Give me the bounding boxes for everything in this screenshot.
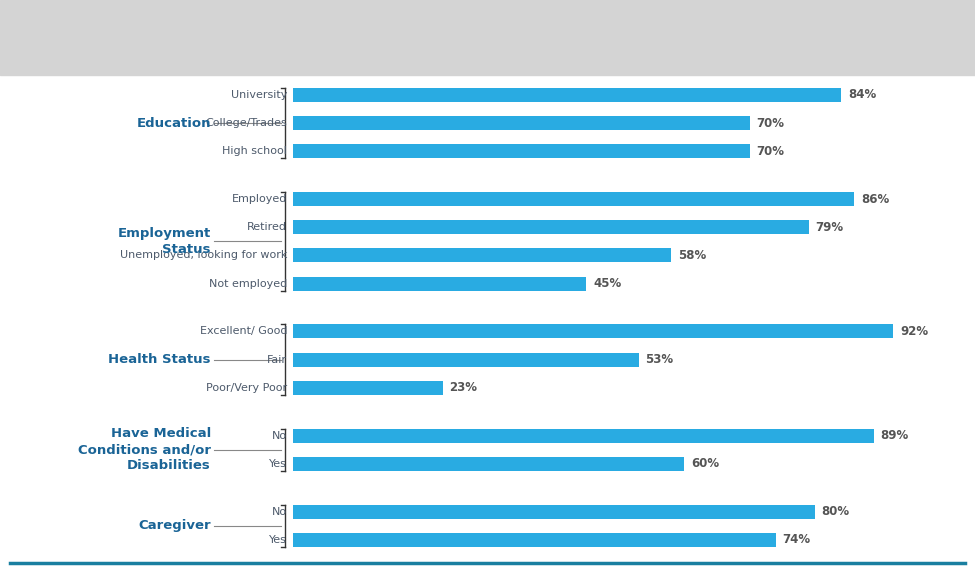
Text: 70%: 70% bbox=[757, 145, 784, 158]
Text: Unemployed, looking for work: Unemployed, looking for work bbox=[120, 250, 288, 260]
Text: No: No bbox=[272, 507, 288, 516]
Text: Yes: Yes bbox=[269, 459, 288, 469]
Text: Poor/Very Poor: Poor/Very Poor bbox=[206, 383, 288, 393]
Text: High school: High school bbox=[222, 146, 288, 156]
Bar bbox=[292, 324, 893, 339]
Text: University: University bbox=[231, 90, 288, 100]
Text: Have Medical
Conditions and/or
Disabilities: Have Medical Conditions and/or Disabilit… bbox=[78, 427, 211, 472]
Text: Excellent/ Good: Excellent/ Good bbox=[200, 327, 288, 336]
Text: 86%: 86% bbox=[861, 193, 889, 205]
Text: TOTAL: TOTAL bbox=[246, 34, 286, 47]
Text: Caregiver: Caregiver bbox=[138, 519, 211, 532]
Bar bbox=[292, 144, 750, 158]
Text: 70%: 70% bbox=[757, 117, 784, 129]
Text: Employment
Status: Employment Status bbox=[118, 227, 211, 256]
Text: Yes: Yes bbox=[269, 535, 288, 545]
Bar bbox=[292, 457, 684, 471]
Text: 45%: 45% bbox=[593, 277, 621, 290]
Text: 89%: 89% bbox=[880, 429, 909, 442]
Text: 58%: 58% bbox=[678, 249, 706, 262]
Bar bbox=[292, 353, 639, 366]
Text: Employed: Employed bbox=[232, 194, 288, 204]
Bar bbox=[292, 248, 672, 263]
Text: 92%: 92% bbox=[900, 325, 928, 338]
Text: 79%: 79% bbox=[815, 221, 843, 234]
Text: 84%: 84% bbox=[847, 88, 876, 102]
Text: 74%: 74% bbox=[782, 533, 810, 546]
Text: 60%: 60% bbox=[691, 458, 720, 470]
Text: No: No bbox=[272, 430, 288, 441]
Text: 78%: 78% bbox=[808, 34, 838, 47]
Text: Fair: Fair bbox=[267, 355, 288, 365]
Bar bbox=[292, 505, 815, 519]
Bar bbox=[292, 25, 802, 56]
Text: Health Status: Health Status bbox=[108, 353, 211, 366]
Text: College/Trades: College/Trades bbox=[206, 118, 288, 128]
Bar bbox=[292, 116, 750, 130]
Text: Retired: Retired bbox=[248, 222, 288, 232]
Bar bbox=[292, 429, 874, 443]
Bar bbox=[292, 533, 776, 547]
Text: 53%: 53% bbox=[645, 353, 674, 366]
Text: Not employed: Not employed bbox=[209, 279, 288, 288]
Bar bbox=[292, 220, 808, 234]
Text: 23%: 23% bbox=[449, 381, 478, 394]
Bar bbox=[292, 88, 841, 102]
Text: 80%: 80% bbox=[822, 505, 850, 518]
Bar bbox=[292, 192, 854, 206]
Text: Education: Education bbox=[136, 117, 211, 129]
Bar bbox=[292, 276, 586, 291]
Bar bbox=[292, 381, 443, 395]
